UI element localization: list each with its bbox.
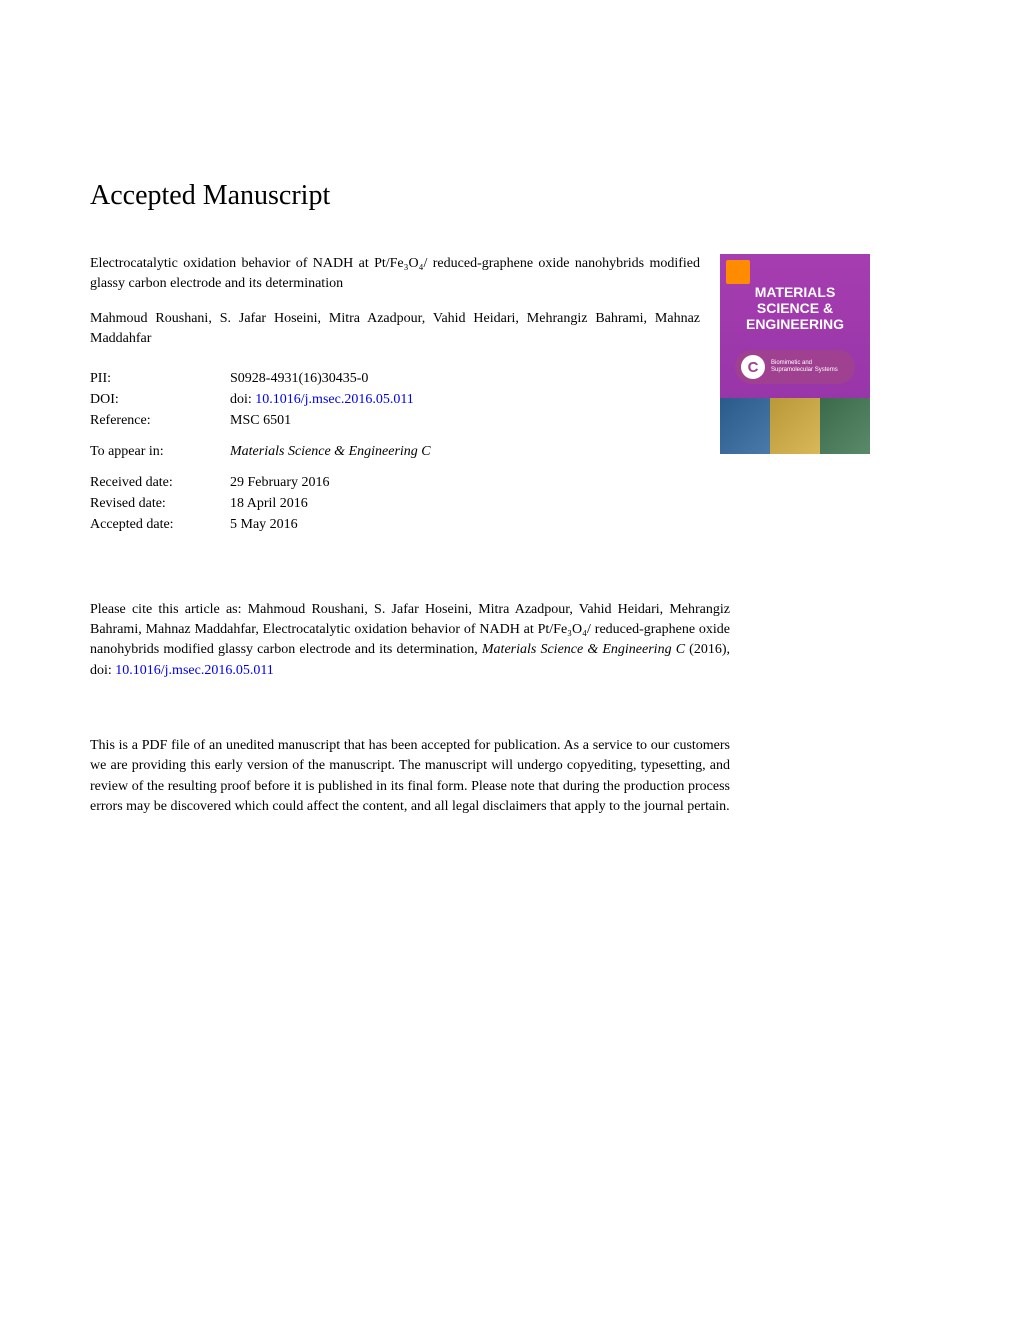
received-label: Received date: [90, 472, 230, 493]
meta-dates: Received date: 29 February 2016 Revised … [90, 472, 700, 535]
left-column: Electrocatalytic oxidation behavior of N… [90, 254, 700, 545]
accepted-value: 5 May 2016 [230, 514, 700, 535]
meta-appearance: To appear in: Materials Science & Engine… [90, 441, 700, 462]
received-value: 29 February 2016 [230, 472, 700, 493]
cover-title-line3: ENGINEERING [746, 316, 844, 332]
meta-row-received: Received date: 29 February 2016 [90, 472, 700, 493]
cover-badge-text2: Supramolecular Systems [771, 367, 838, 373]
journal-cover: MATERIALS SCIENCE & ENGINEERING C Biomim… [720, 254, 870, 454]
meta-row-reference: Reference: MSC 6501 [90, 410, 700, 431]
article-title: Electrocatalytic oxidation behavior of N… [90, 254, 700, 293]
appear-value: Materials Science & Engineering C [230, 441, 700, 462]
meta-row-pii: PII: S0928-4931(16)30435-0 [90, 368, 700, 389]
citation-journal: Materials Science & Engineering C [482, 642, 685, 657]
meta-row-appear: To appear in: Materials Science & Engine… [90, 441, 700, 462]
doi-value: doi: 10.1016/j.msec.2016.05.011 [230, 389, 700, 410]
accepted-label: Accepted date: [90, 514, 230, 535]
revised-label: Revised date: [90, 493, 230, 514]
doi-label: DOI: [90, 389, 230, 410]
appear-label: To appear in: [90, 441, 230, 462]
cover-badge-text1: Biomimetic and [771, 360, 812, 366]
cover-title-line2: SCIENCE & [757, 300, 833, 316]
content-wrapper: Electrocatalytic oxidation behavior of N… [90, 254, 930, 545]
meta-identifiers: PII: S0928-4931(16)30435-0 DOI: doi: 10.… [90, 368, 700, 431]
meta-row-doi: DOI: doi: 10.1016/j.msec.2016.05.011 [90, 389, 700, 410]
publisher-logo-icon [726, 260, 750, 284]
authors-list: Mahmoud Roushani, S. Jafar Hoseini, Mitr… [90, 309, 700, 350]
reference-label: Reference: [90, 410, 230, 431]
meta-row-accepted: Accepted date: 5 May 2016 [90, 514, 700, 535]
cover-badge: C Biomimetic and Supramolecular Systems [735, 350, 855, 384]
meta-row-revised: Revised date: 18 April 2016 [90, 493, 700, 514]
citation-doi-link[interactable]: 10.1016/j.msec.2016.05.011 [115, 663, 274, 678]
cover-journal-title: MATERIALS SCIENCE & ENGINEERING [720, 284, 870, 332]
page-title: Accepted Manuscript [90, 180, 930, 212]
pii-value: S0928-4931(16)30435-0 [230, 368, 700, 389]
cover-thumb-2 [770, 398, 820, 454]
reference-value: MSC 6501 [230, 410, 700, 431]
cover-title-line1: MATERIALS [755, 284, 836, 300]
disclaimer-text: This is a PDF file of an unedited manusc… [90, 736, 730, 817]
cover-badge-letter: C [741, 355, 765, 379]
cover-badge-subtitle: Biomimetic and Supramolecular Systems [771, 360, 838, 374]
pii-label: PII: [90, 368, 230, 389]
cover-thumbnail-strip [720, 398, 870, 454]
doi-link[interactable]: 10.1016/j.msec.2016.05.011 [255, 392, 414, 407]
citation-text: Please cite this article as: Mahmoud Rou… [90, 600, 730, 681]
revised-value: 18 April 2016 [230, 493, 700, 514]
cover-thumb-1 [720, 398, 770, 454]
cover-thumb-3 [820, 398, 870, 454]
doi-prefix: doi: [230, 392, 255, 407]
